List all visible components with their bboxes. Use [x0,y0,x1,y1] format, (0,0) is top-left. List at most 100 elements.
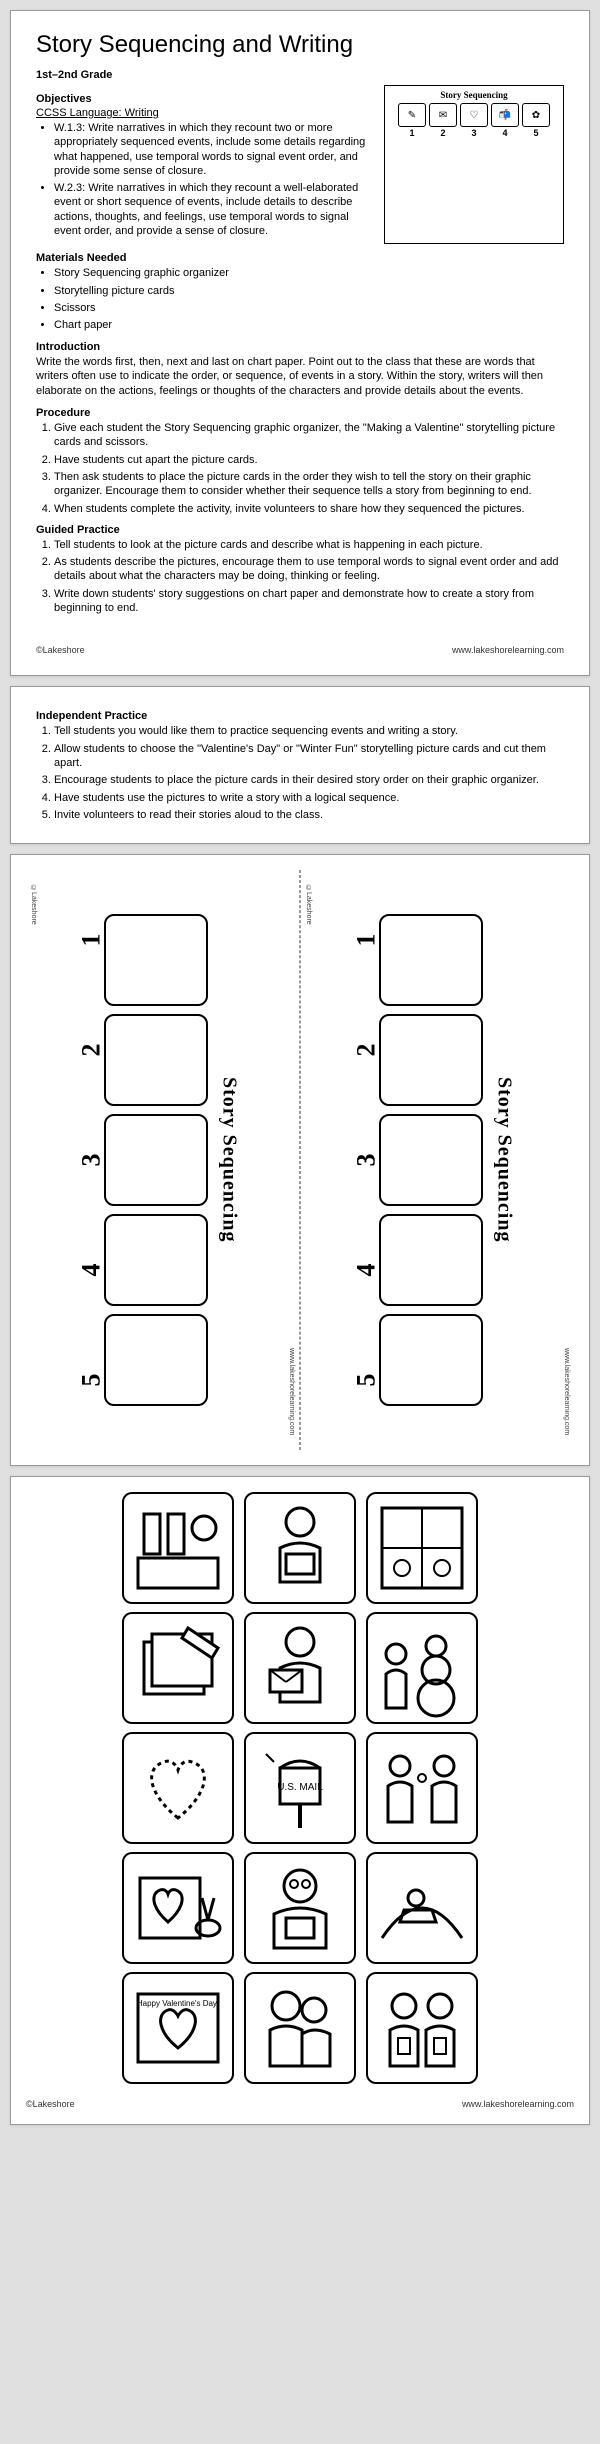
picture-card [366,1732,478,1844]
ws-box [104,1014,208,1106]
grade-level: 1st–2nd Grade [36,69,564,81]
procedure-list: Give each student the Story Sequencing g… [36,421,564,516]
procedure-heading: Procedure [36,407,564,419]
card-column-3 [366,1492,478,2084]
picture-card: Happy Valentine's Day! [122,1972,234,2084]
guided-item: As students describe the pictures, encou… [54,555,564,584]
introduction-heading: Introduction [36,341,564,353]
picture-card [122,1612,234,1724]
ws-num: 5 [321,1374,411,1387]
objective-item: W.1.3: Write narratives in which they re… [54,121,374,178]
picture-card [122,1732,234,1844]
objectives-list: W.1.3: Write narratives in which they re… [36,121,374,238]
guided-heading: Guided Practice [36,524,564,536]
picture-card [122,1852,234,1964]
material-item: Chart paper [54,318,564,332]
procedure-item: Give each student the Story Sequencing g… [54,421,564,450]
picture-card [244,1492,356,1604]
thumb-box: ✉ [429,103,457,127]
footer-url: www.lakeshorelearning.com [462,2099,574,2109]
ws-copyright: ©Lakeshore [305,885,312,925]
materials-heading: Materials Needed [36,252,564,264]
independent-list: Tell students you would like them to pra… [36,724,564,822]
independent-item: Encourage students to place the picture … [54,773,564,787]
guided-list: Tell students to look at the picture car… [36,538,564,615]
procedure-item: When students complete the activity, inv… [54,502,564,516]
thumb-box: ✎ [398,103,426,127]
independent-item: Have students use the pictures to write … [54,791,564,805]
picture-card [244,1612,356,1724]
independent-heading: Independent Practice [36,710,564,722]
footer-copyright: ©Lakeshore [36,645,85,655]
ws-num: 2 [46,1044,136,1057]
picture-card [244,1852,356,1964]
material-item: Storytelling picture cards [54,284,564,298]
objective-item: W.2.3: Write narratives in which they re… [54,181,374,238]
worksheet-left: ©Lakeshore 1 2 3 4 5 Story Sequencing ww… [26,870,300,1450]
ws-url: www.lakeshorelearning.com [563,1348,570,1435]
guided-item: Write down students' story suggestions o… [54,587,564,616]
objectives-heading: Objectives [36,93,374,105]
ws-box [104,1214,208,1306]
thumb-num: 4 [502,128,507,138]
worksheet-thumbnail: Story Sequencing ✎1 ✉2 ♡3 📬4 ✿5 [384,85,564,244]
picture-cards-page: Happy Valentine's Day! U.S. MAIL ©Lakesh… [10,1476,590,2125]
thumb-num: 1 [409,128,414,138]
thumb-num: 3 [471,128,476,138]
picture-card [244,1972,356,2084]
picture-card: U.S. MAIL [244,1732,356,1844]
ws-box [104,914,208,1006]
introduction-text: Write the words first, then, next and la… [36,355,564,400]
svg-text:U.S. MAIL: U.S. MAIL [277,1782,323,1793]
ws-num: 4 [321,1264,411,1277]
thumb-title: Story Sequencing [440,90,507,100]
lesson-page-2: Independent Practice Tell students you w… [10,686,590,844]
lesson-page-1: Story Sequencing and Writing 1st–2nd Gra… [10,10,590,676]
material-item: Scissors [54,301,564,315]
ccss-heading: CCSS Language: Writing [36,107,374,119]
ws-num: 2 [321,1044,411,1057]
ws-num: 4 [46,1264,136,1277]
ws-num: 1 [321,934,411,947]
materials-list: Story Sequencing graphic organizer Story… [36,266,564,332]
page-footer: ©Lakeshore www.lakeshorelearning.com [36,645,564,655]
thumb-box: ✿ [522,103,550,127]
page-footer: ©Lakeshore www.lakeshorelearning.com [26,2099,574,2109]
worksheet-right: ©Lakeshore 1 2 3 4 5 Story Sequencing ww… [300,870,574,1450]
independent-item: Tell students you would like them to pra… [54,724,564,738]
ws-num: 3 [321,1154,411,1167]
ws-copyright: ©Lakeshore [30,885,37,925]
picture-card [366,1852,478,1964]
main-title: Story Sequencing and Writing [36,31,564,59]
card-column-2: U.S. MAIL [244,1492,356,2084]
footer-copyright: ©Lakeshore [26,2099,75,2109]
guided-item: Tell students to look at the picture car… [54,538,564,552]
ws-title: Story Sequencing [218,1077,241,1242]
ws-title: Story Sequencing [493,1077,516,1242]
material-item: Story Sequencing graphic organizer [54,266,564,280]
picture-card [366,1492,478,1604]
ws-num: 5 [46,1374,136,1387]
independent-item: Invite volunteers to read their stories … [54,808,564,822]
ws-num: 1 [46,934,136,947]
procedure-item: Have students cut apart the picture card… [54,453,564,467]
thumb-num: 2 [440,128,445,138]
thumb-box: ♡ [460,103,488,127]
independent-item: Allow students to choose the "Valentine'… [54,742,564,771]
ws-url: www.lakeshorelearning.com [288,1348,295,1435]
picture-card [366,1972,478,2084]
picture-card [366,1612,478,1724]
ws-box [379,914,483,1006]
thumb-box: 📬 [491,103,519,127]
card-column-1: Happy Valentine's Day! [122,1492,234,2084]
footer-url: www.lakeshorelearning.com [452,645,564,655]
ws-box [379,1014,483,1106]
svg-text:Happy Valentine's Day!: Happy Valentine's Day! [137,1999,219,2008]
ws-box [379,1214,483,1306]
ws-box [379,1314,483,1406]
thumb-num: 5 [533,128,538,138]
picture-card [122,1492,234,1604]
ws-num: 3 [46,1154,136,1167]
procedure-item: Then ask students to place the picture c… [54,470,564,499]
worksheet-page: ©Lakeshore 1 2 3 4 5 Story Sequencing ww… [10,854,590,1466]
